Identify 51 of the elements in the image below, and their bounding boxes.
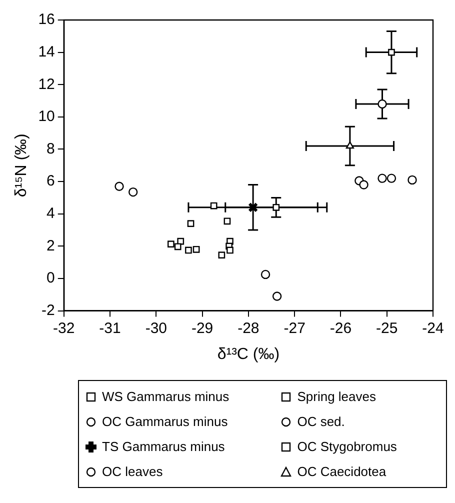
- point: [210, 202, 218, 210]
- point: [185, 246, 192, 254]
- point: [218, 252, 226, 258]
- y-tick-label: 12: [38, 76, 55, 93]
- legend-label: Spring leaves: [297, 389, 376, 404]
- y-tick-label: 16: [38, 11, 55, 28]
- point: [386, 174, 396, 183]
- legend-label: OC sed.: [297, 414, 345, 429]
- y-tick-label: 2: [46, 237, 55, 254]
- point: [378, 99, 387, 109]
- point: [260, 270, 270, 280]
- point: [378, 174, 387, 183]
- point: [226, 246, 234, 254]
- x-tick-label: -24: [422, 320, 444, 337]
- y-tick-label: -2: [42, 302, 55, 319]
- y-tick-label: 4: [46, 205, 55, 222]
- point: [248, 202, 258, 212]
- y-tick-label: 14: [38, 43, 55, 60]
- x-tick-label: -28: [238, 320, 260, 337]
- y-tick-label: 0: [46, 270, 55, 287]
- legend-label: OC leaves: [102, 464, 163, 479]
- x-tick-label: -27: [284, 320, 306, 337]
- point: [224, 218, 231, 225]
- legend-label: TS Gammarus minus: [102, 439, 225, 454]
- x-tick-label: -25: [376, 320, 398, 337]
- x-axis-title: δ¹³C (‰): [217, 346, 280, 363]
- point: [359, 180, 368, 190]
- point: [346, 141, 354, 149]
- y-tick-label: 6: [46, 172, 55, 190]
- legend-label: OC Stygobromus: [297, 439, 397, 454]
- legend-label: WS Gammarus minus: [102, 389, 230, 404]
- point: [174, 243, 182, 250]
- point: [187, 220, 194, 227]
- legend-label: OC Caecidotea: [297, 464, 386, 479]
- point: [128, 187, 138, 197]
- x-tick-label: -26: [330, 320, 352, 337]
- y-tick-label: 8: [46, 140, 55, 158]
- y-axis-title: δ¹⁵N (‰): [13, 134, 30, 198]
- point: [114, 182, 124, 191]
- x-tick-label: -32: [53, 320, 75, 337]
- point: [168, 240, 174, 248]
- point: [192, 246, 200, 253]
- point: [408, 175, 417, 185]
- point: [272, 204, 280, 211]
- y-tick-label: 10: [38, 108, 55, 126]
- x-tick-label: -29: [191, 320, 214, 337]
- point: [272, 292, 282, 301]
- legend-label: OC Gammarus minus: [102, 414, 228, 429]
- x-tick-label: -30: [145, 320, 168, 337]
- point: [388, 48, 395, 56]
- x-tick-label: -31: [99, 320, 121, 337]
